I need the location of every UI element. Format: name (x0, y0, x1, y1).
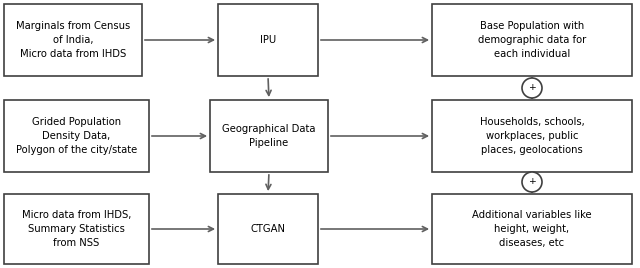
Text: Additional variables like
height, weight,
diseases, etc: Additional variables like height, weight… (472, 210, 592, 248)
Text: Base Population with
demographic data for
each individual: Base Population with demographic data fo… (478, 21, 586, 59)
Bar (218, 4, 318, 76)
Bar (218, 194, 318, 264)
Text: IPU: IPU (260, 35, 276, 45)
Bar (210, 100, 328, 172)
Text: Micro data from IHDS,
Summary Statistics
from NSS: Micro data from IHDS, Summary Statistics… (22, 210, 131, 248)
Bar (4, 194, 149, 264)
Bar (432, 100, 632, 172)
Text: Households, schools,
workplaces, public
places, geolocations: Households, schools, workplaces, public … (479, 117, 584, 155)
Bar (4, 100, 149, 172)
Text: Grided Population
Density Data,
Polygon of the city/state: Grided Population Density Data, Polygon … (16, 117, 137, 155)
Text: +: + (528, 84, 536, 92)
Circle shape (522, 172, 542, 192)
Text: +: + (528, 177, 536, 187)
Bar (432, 4, 632, 76)
Text: Geographical Data
Pipeline: Geographical Data Pipeline (222, 124, 316, 148)
Text: Marginals from Census
of India,
Micro data from IHDS: Marginals from Census of India, Micro da… (16, 21, 130, 59)
Bar (432, 194, 632, 264)
Circle shape (522, 78, 542, 98)
Bar (4, 4, 142, 76)
Text: CTGAN: CTGAN (250, 224, 285, 234)
